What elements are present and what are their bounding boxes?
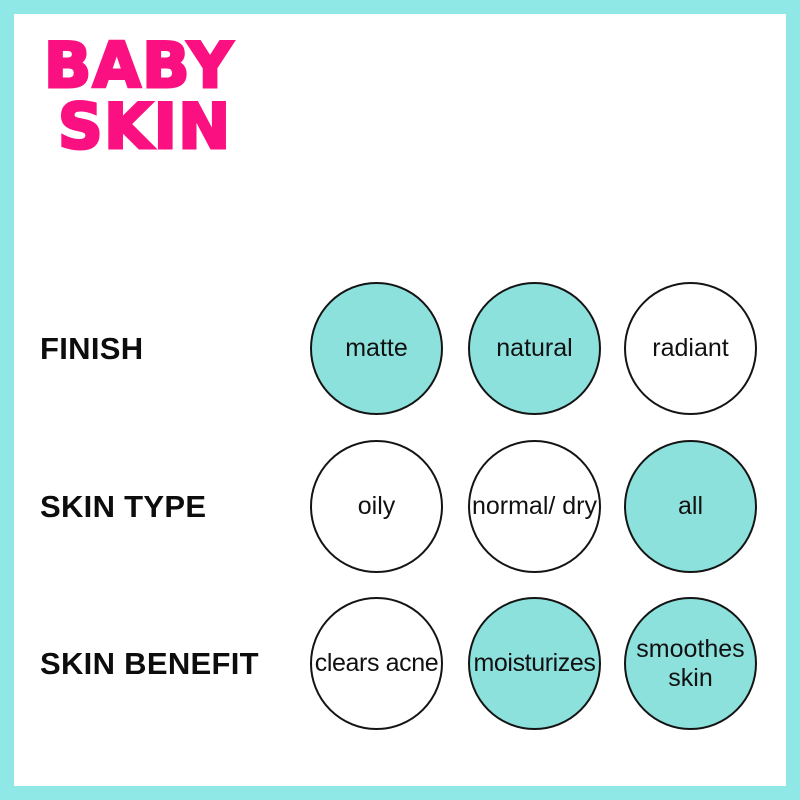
row-label-skin-benefit: SKIN BENEFIT bbox=[40, 646, 259, 681]
brand-title-line-2: SKIN bbox=[56, 89, 232, 163]
attribute-row-skin-type: SKIN TYPE oily normal/ dry all bbox=[0, 431, 800, 583]
option-bubble-all[interactable]: all bbox=[624, 440, 757, 573]
option-bubble-oily[interactable]: oily bbox=[310, 440, 443, 573]
option-label-all: all bbox=[677, 492, 703, 521]
brand-title: BABY SKIN bbox=[42, 29, 235, 163]
option-bubble-matte[interactable]: matte bbox=[310, 282, 443, 415]
option-bubble-smoothes-skin[interactable]: smoothes skin bbox=[624, 597, 757, 730]
brand-title-line-1: BABY bbox=[42, 29, 235, 102]
attribute-row-finish: FINISH matte natural radiant bbox=[0, 273, 800, 425]
option-bubble-radiant[interactable]: radiant bbox=[624, 282, 757, 415]
attribute-row-skin-benefit: SKIN BENEFIT clears acne moisturizes smo… bbox=[0, 588, 800, 740]
row-label-finish: FINISH bbox=[40, 331, 144, 366]
option-label-oily: oily bbox=[357, 492, 396, 521]
option-label-natural: natural bbox=[496, 334, 573, 363]
option-label-matte: matte bbox=[345, 334, 408, 363]
option-label-radiant: radiant bbox=[652, 334, 729, 363]
option-bubble-moisturizes[interactable]: moisturizes bbox=[468, 597, 601, 730]
option-bubble-natural[interactable]: natural bbox=[468, 282, 601, 415]
option-bubble-normal-dry[interactable]: normal/ dry bbox=[468, 440, 601, 573]
option-bubble-clears-acne[interactable]: clears acne bbox=[310, 597, 443, 730]
option-label-normal-dry: normal/ dry bbox=[471, 492, 598, 521]
option-label-clears-acne: clears acne bbox=[314, 649, 439, 678]
option-label-moisturizes: moisturizes bbox=[473, 649, 596, 678]
option-label-smoothes-skin: smoothes skin bbox=[636, 635, 745, 692]
row-label-skin-type: SKIN TYPE bbox=[40, 489, 207, 524]
